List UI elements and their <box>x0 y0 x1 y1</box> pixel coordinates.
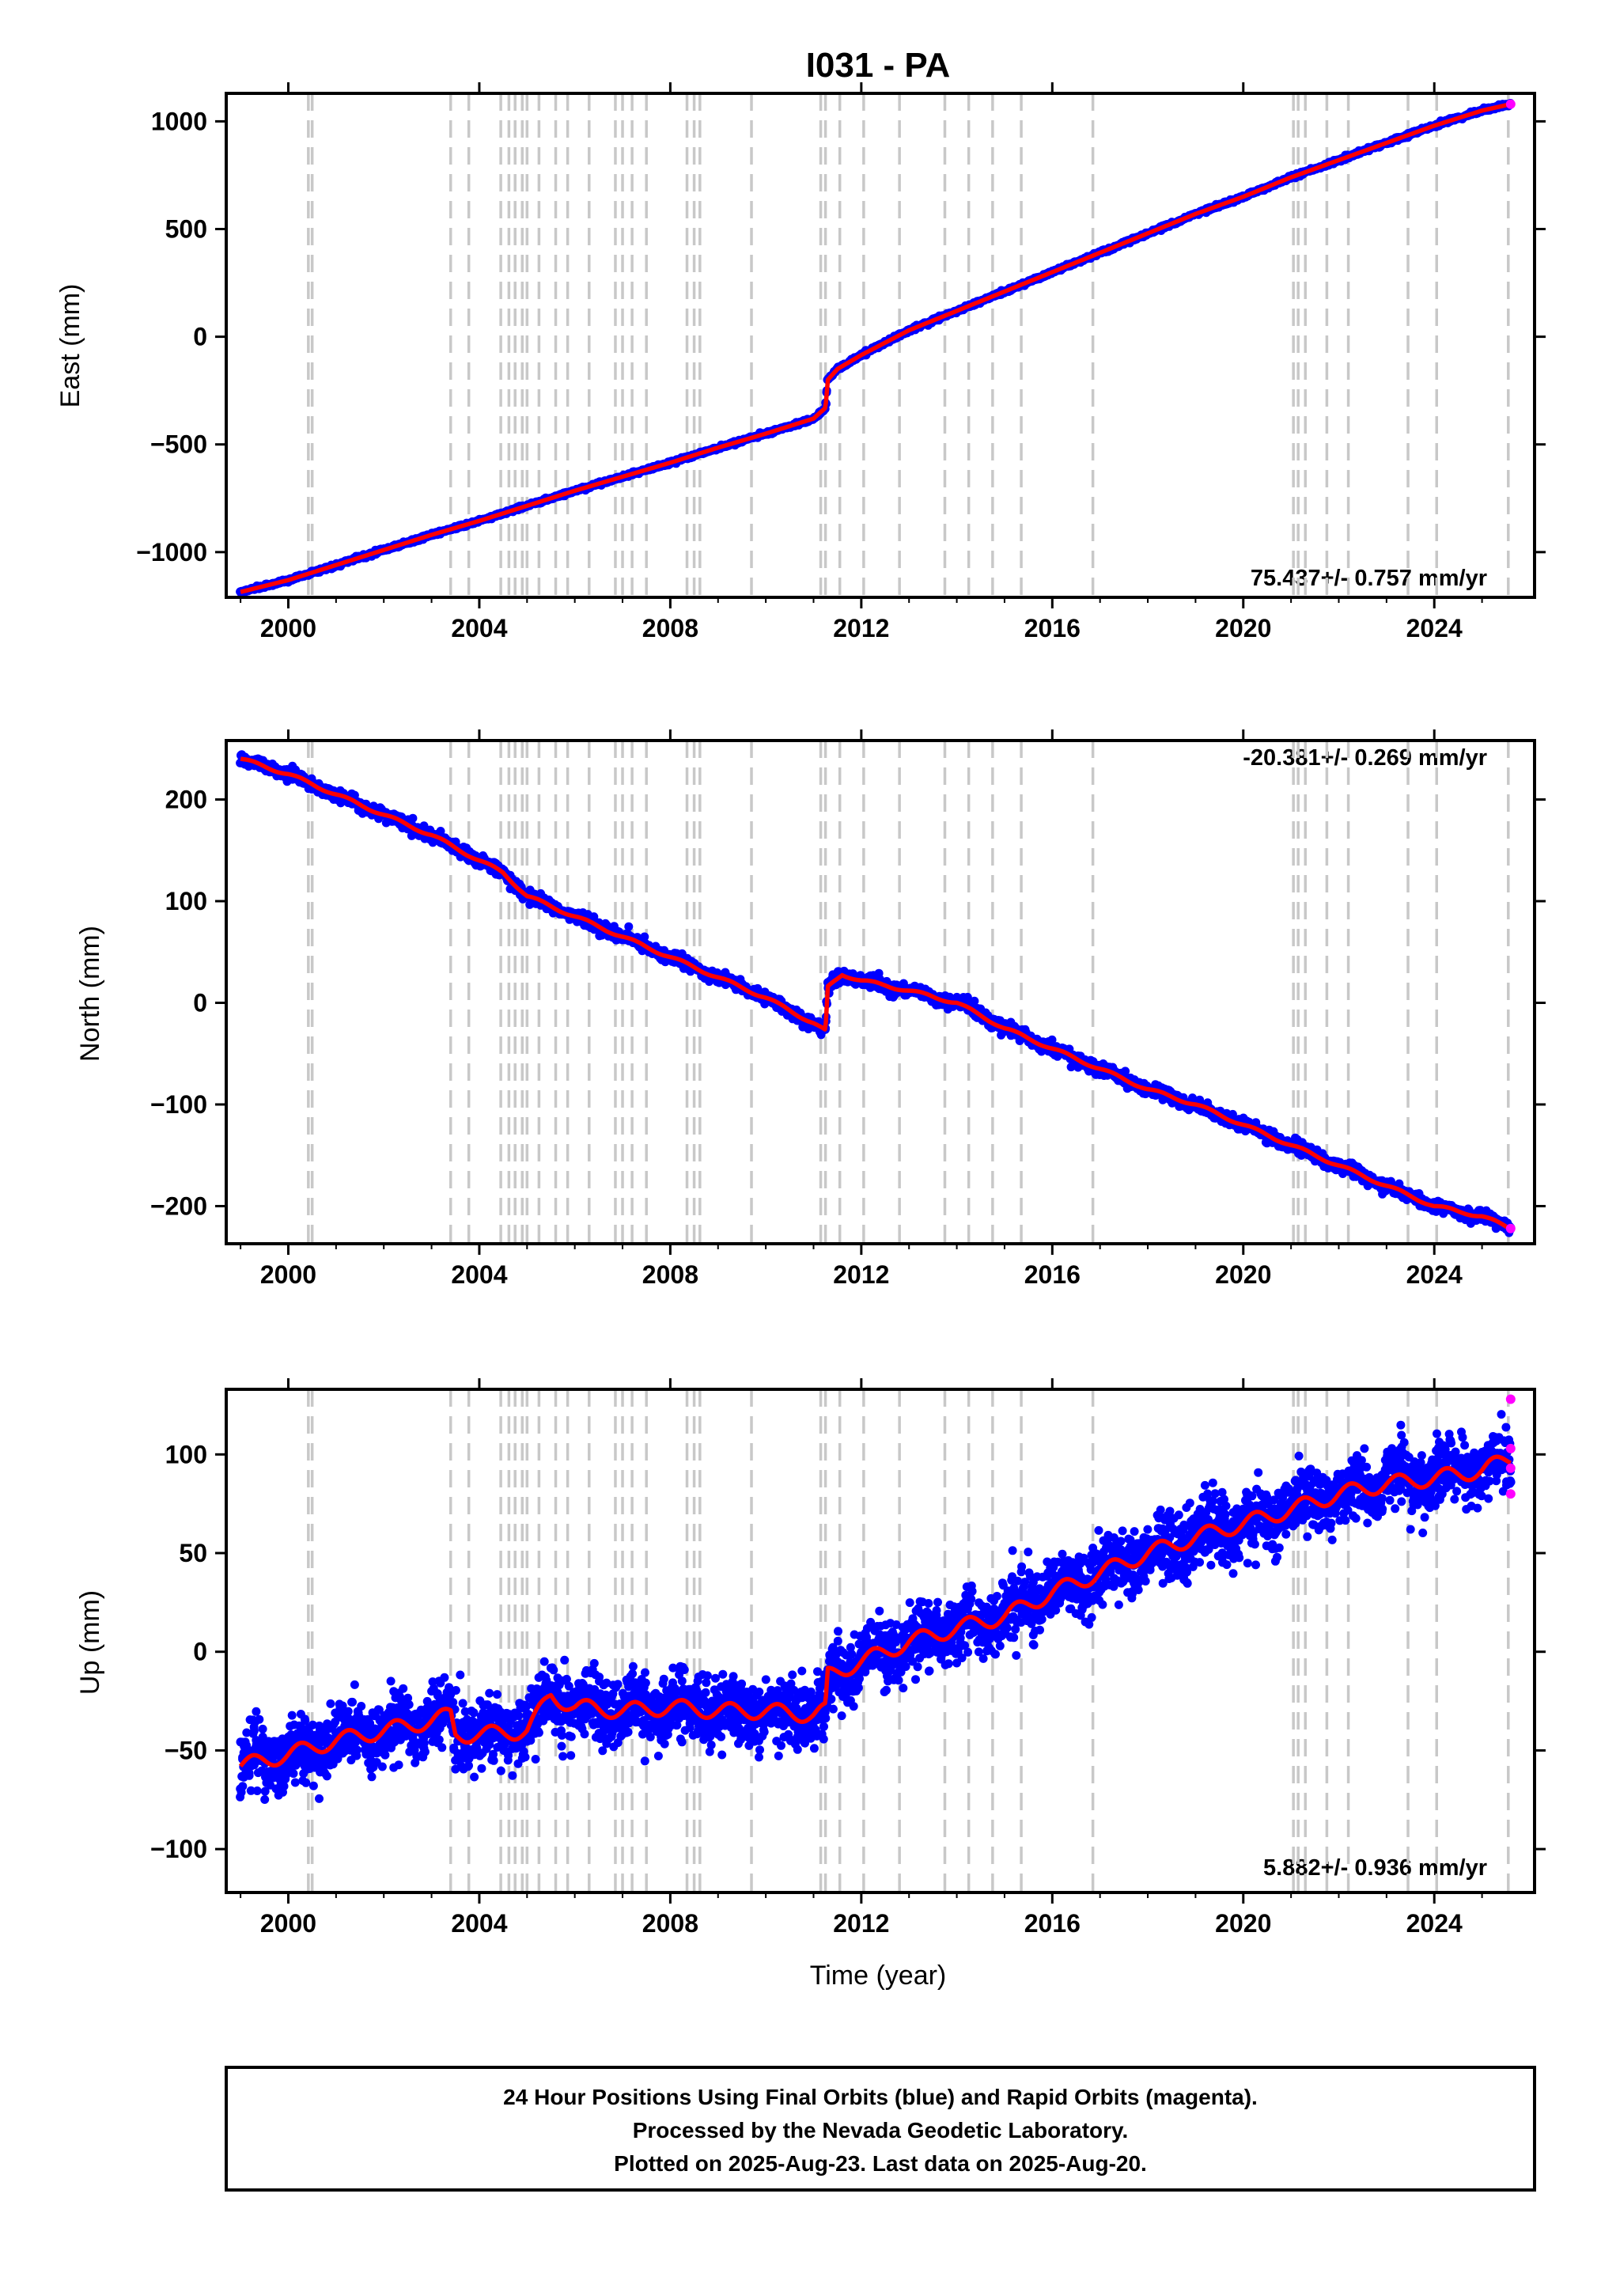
final-orbits-series <box>236 750 1516 1237</box>
east-y-axis-label: East (mm) <box>55 284 85 408</box>
x-tick-label: 2024 <box>1406 614 1463 642</box>
y-tick-label: 1000 <box>151 107 207 135</box>
chart-title: I031 - PA <box>806 46 951 85</box>
rapid-orbit-point <box>1505 99 1516 109</box>
x-tick-label: 2000 <box>260 614 316 642</box>
y-tick-label: 0 <box>193 323 207 351</box>
x-tick-label: 2016 <box>1024 614 1081 642</box>
y-tick-label: 500 <box>165 215 207 244</box>
fit-line <box>239 101 1512 594</box>
north-panel: North (mm) -20.381+/- 0.269 mm/yr 2000 20… <box>75 729 1546 1289</box>
east-rate-label: 75.437+/- 0.757 mm/yr <box>1251 566 1487 591</box>
x-tick-label: 2020 <box>1215 614 1271 642</box>
x-tick-label: 2004 <box>451 614 507 642</box>
east-panel: East (mm) 75.437+/- 0.757 mm/yr 2000 2004… <box>55 82 1546 642</box>
x-tick-label: 2012 <box>833 614 889 642</box>
y-tick-label: −1000 <box>136 538 207 566</box>
north-rate-label: -20.381+/- 0.269 mm/yr <box>1243 745 1487 771</box>
north-y-axis-label: North (mm) <box>75 926 105 1062</box>
x-tick-label: 2008 <box>642 614 698 642</box>
y-tick-label: −500 <box>150 430 207 459</box>
data-point <box>624 922 634 931</box>
